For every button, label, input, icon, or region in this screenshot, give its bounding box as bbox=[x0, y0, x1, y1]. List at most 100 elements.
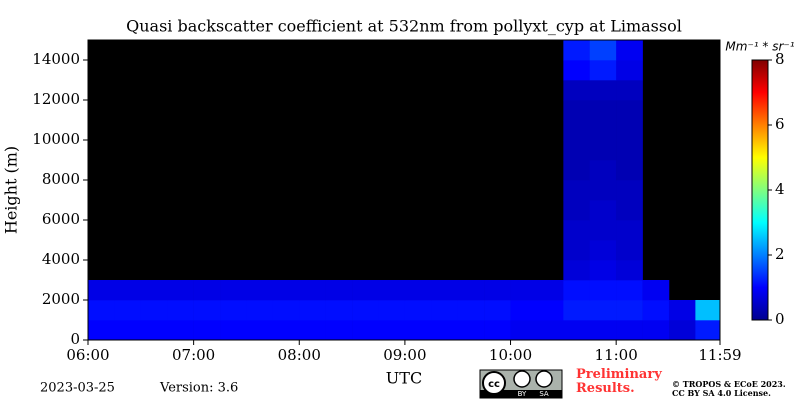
heatmap-cell bbox=[193, 280, 221, 301]
heatmap-cell bbox=[668, 300, 696, 321]
heatmap-cell bbox=[616, 240, 643, 261]
heatmap-cell bbox=[616, 40, 643, 61]
heatmap-cell bbox=[404, 320, 432, 341]
heatmap-cell bbox=[431, 300, 459, 321]
heatmap-cell bbox=[695, 300, 721, 321]
heatmap-cell bbox=[220, 320, 247, 341]
heatmap-cell bbox=[246, 300, 274, 321]
heatmap-cell bbox=[642, 300, 670, 321]
y-tick-label: 2000 bbox=[42, 290, 80, 308]
heatmap-cell bbox=[272, 300, 300, 321]
heatmap-cell bbox=[246, 320, 274, 341]
heatmap-cell bbox=[404, 280, 432, 301]
colorbar bbox=[751, 59, 769, 321]
heatmap-cell bbox=[378, 280, 406, 301]
heatmap-cell bbox=[272, 320, 300, 341]
heatmap-cell bbox=[88, 300, 115, 321]
heatmap-cell bbox=[378, 300, 406, 321]
heatmap-cell bbox=[457, 300, 485, 321]
heatmap-cell bbox=[589, 180, 617, 201]
heatmap-cell bbox=[167, 320, 194, 341]
x-axis-label: UTC bbox=[386, 369, 422, 388]
heatmap-cell bbox=[140, 280, 168, 301]
notice: Preliminary Results. bbox=[576, 368, 662, 396]
heatmap-cell bbox=[563, 100, 591, 121]
heatmap-cell bbox=[352, 300, 379, 321]
colorbar-tick-label: 0 bbox=[775, 310, 785, 328]
heatmap-cell bbox=[167, 300, 194, 321]
x-tick-label: 10:00 bbox=[489, 346, 532, 364]
heatmap-cell bbox=[589, 200, 617, 221]
heatmap-cell bbox=[510, 280, 538, 301]
cc-badge: cc BY SA bbox=[479, 369, 563, 399]
y-tick-label: 0 bbox=[70, 330, 80, 348]
heatmap-cell bbox=[563, 40, 591, 61]
svg-text:cc: cc bbox=[488, 379, 500, 390]
colorbar-tick-label: 6 bbox=[775, 115, 785, 133]
heatmap-cell bbox=[589, 140, 617, 161]
heatmap-cell bbox=[484, 300, 511, 321]
x-tick-label: 11:59 bbox=[698, 346, 741, 364]
x-tick-label: 08:00 bbox=[278, 346, 321, 364]
colorbar-tick-label: 8 bbox=[775, 50, 785, 68]
plot-frame bbox=[87, 39, 721, 341]
x-tick-label: 11:00 bbox=[595, 346, 638, 364]
heatmap-cell bbox=[114, 320, 142, 341]
heatmap-cell bbox=[88, 280, 115, 301]
heatmap-cell bbox=[220, 300, 247, 321]
heatmap-cell bbox=[457, 320, 485, 341]
heatmap-cell bbox=[616, 60, 643, 81]
heatmap-cell bbox=[193, 320, 221, 341]
version: Version: 3.6 bbox=[159, 381, 238, 396]
heatmap-cell bbox=[589, 320, 617, 341]
heatmap-cell bbox=[589, 280, 617, 301]
heatmap-cell bbox=[510, 320, 538, 341]
heatmap-cell bbox=[431, 320, 459, 341]
heatmap-cell bbox=[616, 80, 643, 101]
y-tick-label: 6000 bbox=[42, 210, 80, 228]
heatmap-cell bbox=[563, 320, 591, 341]
heatmap-cell bbox=[616, 160, 643, 181]
heatmap-cell bbox=[536, 300, 564, 321]
chart-title: Quasi backscatter coefficient at 532nm f… bbox=[126, 17, 682, 36]
copyright: © TROPOS & ECoE 2023. bbox=[672, 379, 786, 389]
heatmap-cell bbox=[299, 300, 326, 321]
badge-by: BY bbox=[518, 390, 527, 398]
heatmap-cell bbox=[563, 300, 591, 321]
heatmap-cell bbox=[616, 220, 643, 241]
heatmap-cell bbox=[563, 140, 591, 161]
heatmap-cell bbox=[457, 280, 485, 301]
heatmap-cell bbox=[616, 100, 643, 121]
heatmap-cell bbox=[299, 320, 326, 341]
badge-sa: SA bbox=[539, 390, 549, 398]
heatmap-cell bbox=[325, 280, 353, 301]
heatmap-cell bbox=[616, 300, 643, 321]
heatmap-cell bbox=[510, 300, 538, 321]
heatmap-cell bbox=[616, 320, 643, 341]
heatmap-cell bbox=[695, 320, 721, 341]
heatmap-cell bbox=[431, 280, 459, 301]
heatmap-cell bbox=[589, 120, 617, 141]
heatmap-cell bbox=[563, 280, 591, 301]
heatmap-cell bbox=[88, 320, 115, 341]
heatmap-cell bbox=[589, 240, 617, 261]
heatmap-cell bbox=[563, 180, 591, 201]
date: 2023-03-25 bbox=[40, 381, 115, 396]
heatmap-cell bbox=[563, 260, 591, 281]
colorbar-tick-label: 2 bbox=[775, 245, 785, 263]
heatmap-cell bbox=[616, 200, 643, 221]
heatmap-cell bbox=[616, 280, 643, 301]
heatmap-cell bbox=[378, 320, 406, 341]
y-tick-label: 8000 bbox=[42, 170, 80, 188]
heatmap-cell bbox=[589, 160, 617, 181]
heatmap-cell bbox=[536, 280, 564, 301]
heatmap-cell bbox=[299, 280, 326, 301]
heatmap-cell bbox=[352, 320, 379, 341]
y-axis-label: Height (m) bbox=[2, 146, 21, 234]
y-tick-label: 10000 bbox=[32, 130, 80, 148]
heatmap-cell bbox=[140, 320, 168, 341]
heatmap-cell bbox=[352, 280, 379, 301]
heatmap-cell bbox=[589, 60, 617, 81]
colorbar-label: Mm⁻¹ * sr⁻¹ bbox=[725, 40, 794, 54]
